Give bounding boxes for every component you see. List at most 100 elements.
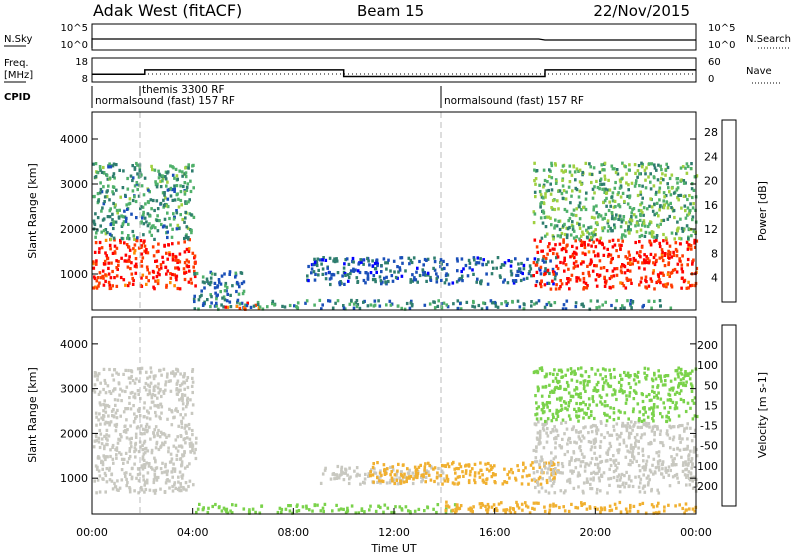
data-cell — [127, 457, 131, 461]
data-cell — [186, 400, 189, 404]
data-cell — [410, 260, 414, 265]
data-cell — [628, 253, 631, 257]
data-cell — [464, 464, 467, 468]
data-cell — [92, 221, 96, 225]
data-cell — [653, 470, 657, 474]
data-cell — [400, 306, 403, 310]
data-cell — [256, 302, 260, 307]
data-cell — [664, 282, 668, 287]
data-cell — [543, 305, 547, 309]
data-cell — [380, 282, 383, 286]
data-cell — [539, 282, 542, 286]
data-cell — [605, 451, 608, 455]
data-cell — [461, 279, 464, 283]
data-cell — [187, 280, 191, 284]
data-cell — [387, 279, 390, 284]
data-cell — [289, 504, 292, 508]
data-cell — [634, 215, 638, 219]
data-cell — [237, 292, 241, 296]
data-cell — [667, 465, 671, 469]
data-cell — [603, 404, 607, 408]
data-cell — [664, 194, 668, 198]
data-cell — [571, 254, 574, 258]
data-cell — [652, 269, 655, 273]
data-cell — [538, 183, 541, 187]
data-cell — [188, 437, 192, 441]
data-cell — [149, 366, 153, 370]
data-cell — [551, 412, 555, 416]
data-cell — [178, 489, 181, 493]
data-cell — [195, 271, 199, 276]
data-cell — [133, 381, 137, 385]
data-cell — [665, 238, 668, 242]
data-cell — [543, 462, 546, 466]
data-cell — [664, 466, 667, 470]
data-cell — [677, 385, 680, 389]
data-cell — [568, 437, 572, 441]
data-cell — [125, 436, 129, 440]
data-cell — [172, 166, 175, 170]
data-cell — [179, 198, 183, 203]
data-cell — [692, 229, 696, 233]
data-cell — [505, 303, 509, 307]
data-cell — [458, 506, 462, 510]
data-cell — [663, 195, 666, 199]
data-cell — [401, 261, 404, 265]
data-cell — [626, 268, 629, 272]
data-cell — [577, 367, 580, 371]
colorbar-tick-label: -200 — [693, 480, 718, 493]
data-cell — [147, 200, 150, 205]
data-cell — [600, 508, 604, 512]
data-cell — [575, 246, 579, 250]
data-cell — [546, 405, 549, 409]
data-cell — [157, 242, 160, 246]
data-cell — [678, 436, 681, 440]
data-cell — [543, 509, 547, 513]
data-cell — [112, 220, 115, 224]
data-cell — [115, 284, 119, 288]
data-cell — [329, 282, 332, 287]
data-cell — [153, 472, 157, 477]
data-cell — [617, 203, 620, 207]
data-cell — [117, 437, 120, 441]
data-cell — [124, 253, 128, 257]
data-cell — [541, 470, 544, 474]
data-cell — [158, 273, 161, 277]
data-cell — [100, 416, 103, 420]
freq-label: Freq. — [4, 58, 29, 69]
data-cell — [665, 285, 668, 289]
data-cell — [685, 286, 689, 290]
data-cell — [112, 172, 116, 176]
data-cell — [181, 473, 185, 477]
data-cell — [387, 258, 390, 262]
data-cell — [128, 259, 131, 263]
data-cell — [335, 503, 338, 507]
data-cell — [515, 500, 518, 504]
data-cell — [486, 282, 490, 286]
data-cell — [102, 454, 105, 458]
data-cell — [637, 485, 641, 489]
data-cell — [599, 179, 602, 183]
data-cell — [538, 465, 542, 469]
data-cell — [595, 284, 599, 288]
data-cell — [607, 477, 610, 481]
data-cell — [321, 258, 324, 262]
data-cell — [574, 392, 578, 396]
data-cell — [541, 477, 544, 481]
data-cell — [111, 373, 114, 377]
data-cell — [491, 260, 494, 264]
data-cell — [611, 245, 615, 249]
data-cell — [643, 468, 646, 472]
data-cell — [595, 306, 598, 310]
data-cell — [154, 446, 158, 450]
data-cell — [391, 468, 395, 472]
data-cell — [360, 508, 364, 512]
data-cell — [127, 368, 130, 373]
data-cell — [685, 240, 689, 244]
data-cell — [104, 473, 108, 478]
data-cell — [417, 507, 421, 511]
data-cell — [637, 439, 640, 443]
data-cell — [609, 373, 612, 377]
